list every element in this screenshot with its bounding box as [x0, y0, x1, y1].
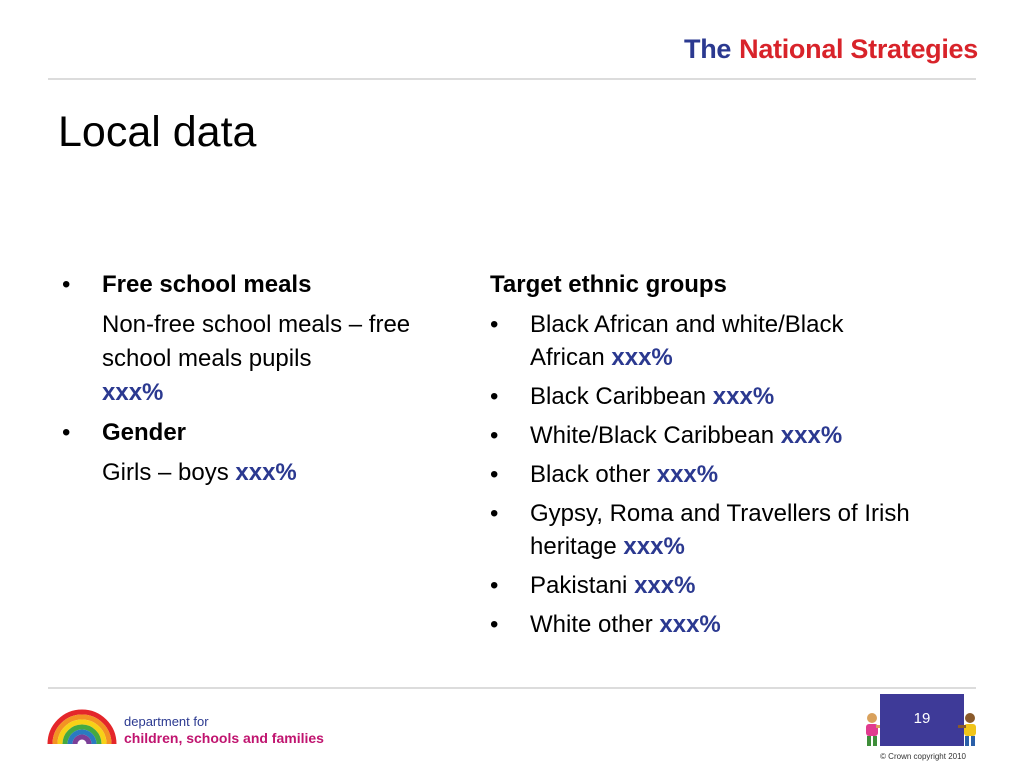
- list-item: • Black Caribbean xxx%: [490, 380, 960, 413]
- item-detail-text: Non-free school meals – free school meal…: [102, 311, 411, 372]
- copyright-notice: © Crown copyright 2010: [880, 752, 966, 761]
- left-column: • Free school meals Non-free school meal…: [62, 268, 432, 496]
- item-label: Black Caribbean: [530, 383, 707, 410]
- brand-the: The: [684, 34, 732, 64]
- list-item: • Black other xxx%: [490, 458, 960, 491]
- item-value: xxx%: [634, 572, 696, 599]
- item-detail-text: Girls – boys: [102, 459, 229, 486]
- item-label: White/Black Caribbean: [530, 422, 775, 449]
- item-heading: Gender: [102, 419, 187, 446]
- item-value: xxx%: [656, 461, 719, 488]
- item-value: xxx%: [712, 383, 775, 410]
- bullet: •: [490, 611, 499, 638]
- rainbow-logo-icon: [47, 709, 117, 745]
- section-heading: Target ethnic groups: [490, 271, 727, 298]
- child-right-icon: [958, 713, 976, 746]
- list-item: • Pakistani xxx%: [490, 569, 960, 602]
- page-number: 19: [913, 710, 931, 727]
- list-item: • Black African and white/Black African …: [490, 308, 910, 374]
- dept-line-2: children, schools and families: [124, 730, 324, 746]
- bullet: •: [490, 500, 499, 527]
- item-label: Gypsy, Roma and Travellers of Irish heri…: [530, 500, 910, 560]
- item-value: xxx%: [611, 344, 673, 371]
- list-item: • White/Black Caribbean xxx%: [490, 419, 960, 452]
- list-item: • White other xxx%: [490, 608, 960, 641]
- bullet: •: [490, 461, 499, 488]
- item-label: Pakistani: [530, 572, 628, 599]
- item-value: xxx%: [623, 533, 685, 560]
- bullet: •: [490, 383, 499, 410]
- item-label: White other: [530, 611, 653, 638]
- brand-name: National Strategies: [739, 34, 978, 64]
- list-item: • Free school meals: [62, 268, 432, 302]
- item-heading: Free school meals: [102, 271, 312, 298]
- right-column: Target ethnic groups • Black African and…: [490, 268, 960, 647]
- list-item: • Gypsy, Roma and Travellers of Irish he…: [490, 497, 930, 563]
- bullet: •: [490, 311, 499, 338]
- bullet: •: [62, 419, 71, 446]
- bullet: •: [62, 271, 71, 298]
- item-value: xxx%: [235, 459, 297, 486]
- page-number-box: 19: [880, 694, 964, 746]
- list-item: • Gender: [62, 416, 432, 450]
- item-value: xxx%: [659, 611, 721, 638]
- header-divider: [48, 78, 976, 80]
- bullet: •: [490, 422, 499, 449]
- item-label: Black African and white/Black African: [530, 311, 844, 371]
- footer-divider: [48, 687, 976, 689]
- item-label: Black other: [530, 461, 651, 488]
- item-value: xxx%: [102, 379, 164, 406]
- slide-title: Local data: [58, 108, 257, 156]
- brand-logo: The National Strategies: [684, 34, 978, 65]
- dept-line-1: department for: [124, 714, 209, 729]
- item-detail: Girls – boys xxx%: [62, 456, 432, 490]
- item-value: xxx%: [780, 422, 843, 449]
- item-detail: Non-free school meals – free school meal…: [62, 308, 432, 410]
- department-logo-text: department for children, schools and fam…: [124, 714, 324, 746]
- bullet: •: [490, 572, 499, 599]
